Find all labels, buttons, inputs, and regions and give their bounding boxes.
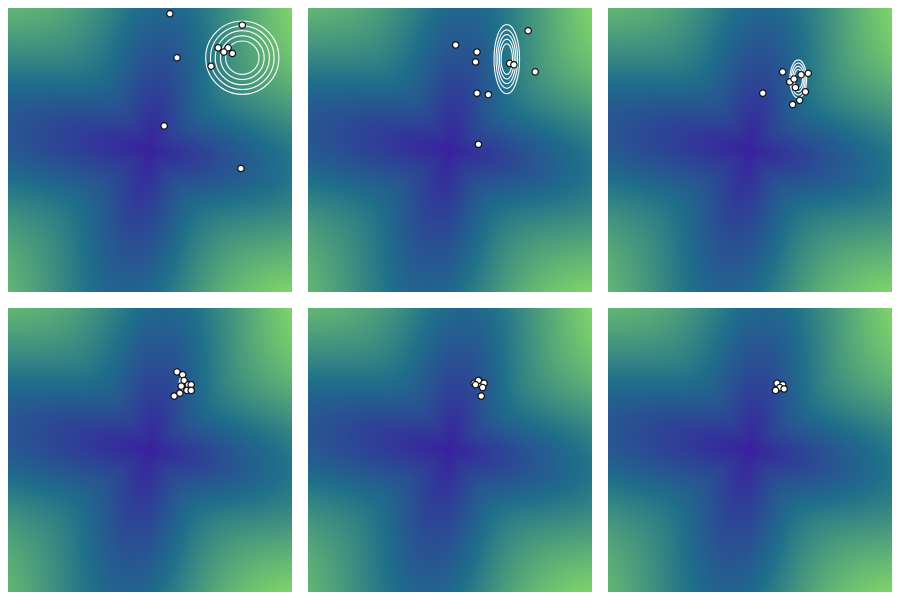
objective-landscape (608, 308, 892, 592)
panel-step-4 (8, 308, 292, 592)
panel-step-2 (308, 8, 592, 292)
sample-point (221, 49, 227, 55)
sample-point (188, 387, 194, 393)
sample-point (781, 386, 787, 392)
sample-point (791, 76, 797, 82)
panel-plot-svg (608, 8, 892, 292)
sample-point (802, 89, 808, 95)
objective-landscape (308, 308, 592, 592)
sample-point (178, 383, 184, 389)
sample-point (474, 49, 480, 55)
panel-plot-svg (308, 308, 592, 592)
sample-point (452, 42, 458, 48)
panel-plot-svg (308, 8, 592, 292)
sample-point (215, 45, 221, 51)
panel-step-6 (608, 308, 892, 592)
sample-point (171, 393, 177, 399)
sample-point (239, 22, 245, 28)
sample-point (798, 72, 804, 78)
sample-point (474, 90, 480, 96)
panel-step-5 (308, 308, 592, 592)
sample-point (789, 101, 795, 107)
panel-plot-svg (608, 308, 892, 592)
sample-point (479, 384, 485, 390)
sample-point (229, 50, 235, 56)
sample-point (805, 70, 811, 76)
sample-point (772, 387, 778, 393)
sample-point (525, 28, 531, 34)
sample-point (511, 62, 517, 68)
sample-point (472, 59, 478, 65)
panel-step-1 (8, 8, 292, 292)
sample-point (485, 91, 491, 97)
sample-point (208, 63, 214, 69)
objective-landscape (8, 308, 292, 592)
sample-point (779, 69, 785, 75)
sample-point (161, 123, 167, 129)
panel-step-3 (608, 8, 892, 292)
objective-landscape (608, 8, 892, 292)
objective-landscape (308, 8, 592, 292)
sample-point (478, 393, 484, 399)
sample-point (167, 10, 173, 16)
sample-point (174, 55, 180, 61)
sample-point (792, 84, 798, 90)
sample-point (797, 97, 803, 103)
objective-landscape (8, 8, 292, 292)
panel-plot-svg (8, 8, 292, 292)
sample-point (238, 165, 244, 171)
sample-point (532, 69, 538, 75)
panel-plot-svg (8, 308, 292, 592)
sample-point (475, 141, 481, 147)
sample-point (760, 90, 766, 96)
sample-point (472, 381, 478, 387)
